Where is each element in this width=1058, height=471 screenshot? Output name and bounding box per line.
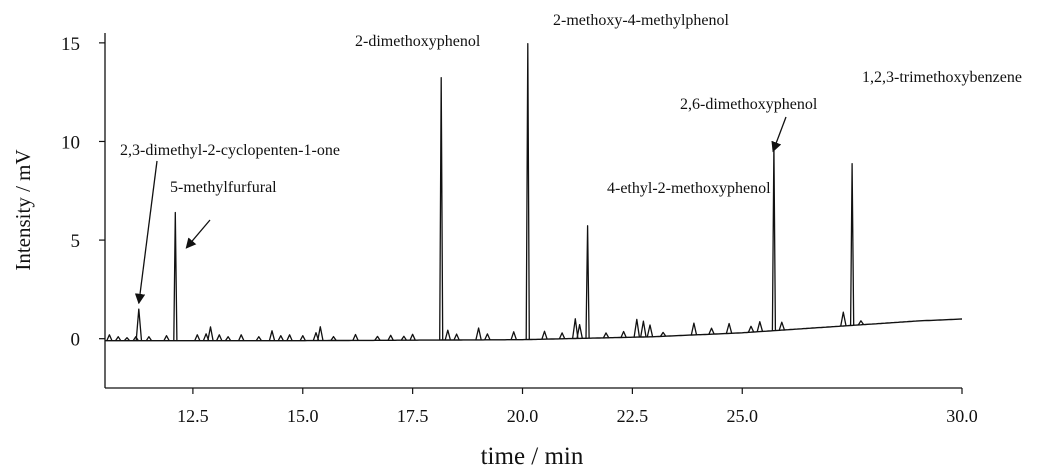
- axes: 12.5 15.0 17.5 20.0 22.5 25.0 30.0 0 5 10 15: [61, 33, 978, 426]
- peak-mark: [194, 334, 201, 341]
- y-tick-label: 15: [61, 34, 80, 55]
- peak-mark: [286, 334, 293, 341]
- x-tick-label: 12.5: [177, 406, 209, 426]
- peak-mark: [633, 318, 641, 338]
- peak-mark: [387, 334, 394, 341]
- peak-mark: [620, 330, 627, 338]
- x-axis-title: time / min: [481, 443, 584, 470]
- peak-mark: [268, 330, 276, 341]
- peak-mark: [585, 225, 590, 339]
- peak-mark: [444, 329, 452, 341]
- peak-mark: [330, 335, 337, 341]
- annotation-arrow: [185, 219, 211, 249]
- peak-mark: [299, 335, 306, 342]
- series-layer: [105, 43, 963, 342]
- peak-mark: [475, 327, 482, 341]
- peak-mark: [771, 144, 777, 331]
- peak-mark: [778, 321, 786, 331]
- peak-mark: [114, 336, 122, 342]
- peak-mark: [173, 211, 178, 341]
- peak-mark: [400, 335, 408, 341]
- peak-annotation-label: 1,2,3-trimethoxybenzene: [862, 69, 1022, 86]
- peak-mark: [510, 331, 518, 340]
- peak-mark: [725, 322, 733, 334]
- peak-mark: [123, 337, 131, 342]
- x-tick-label: 22.5: [617, 406, 649, 426]
- peak-mark: [571, 318, 579, 339]
- peak-mark: [439, 77, 444, 341]
- x-tick-label: 20.0: [507, 406, 539, 426]
- y-axis-title: Intensity / mV: [11, 149, 35, 270]
- peak-mark: [747, 325, 755, 333]
- peak-mark: [132, 336, 139, 342]
- peak-mark: [541, 330, 548, 340]
- peak-mark: [602, 332, 610, 339]
- peak-mark: [708, 327, 715, 335]
- x-tick-label: 15.0: [287, 406, 319, 426]
- peak-mark: [849, 163, 855, 326]
- peak-mark: [255, 336, 263, 342]
- peak-mark: [409, 333, 416, 341]
- peak-mark: [659, 331, 667, 337]
- peak-mark: [857, 320, 865, 326]
- peak-mark: [135, 308, 143, 341]
- peak-mark: [453, 333, 460, 341]
- peak-mark: [317, 326, 324, 341]
- peak-annotation-label: 5-methylfurfural: [170, 179, 277, 196]
- peak-mark: [484, 333, 491, 341]
- peak-mark: [224, 336, 232, 342]
- y-tick-label: 10: [61, 132, 80, 153]
- baseline-line: [105, 318, 963, 342]
- peak-annotation-label: 4-ethyl-2-methoxyphenol: [607, 180, 771, 197]
- peak-mark: [374, 335, 381, 341]
- peak-mark: [640, 320, 647, 338]
- peak-mark: [238, 334, 245, 341]
- x-tick-label: 25.0: [727, 406, 759, 426]
- peak-mark: [558, 332, 566, 340]
- y-tick-label: 5: [71, 231, 81, 252]
- x-tick-label: 30.0: [946, 406, 978, 426]
- peak-mark: [840, 311, 847, 327]
- peak-mark: [646, 324, 654, 338]
- peak-mark: [216, 334, 223, 341]
- peak-annotation-label: 2,6-dimethoxyphenol: [680, 96, 818, 113]
- annotation-arrow: [134, 160, 158, 305]
- peak-mark: [352, 333, 359, 341]
- peak-annotation-label: 2,3-dimethyl-2-cyclopenten-1-one: [120, 142, 340, 159]
- peak-mark: [207, 326, 214, 341]
- peak-annotation-label: 2-methoxy-4-methylphenol: [553, 12, 730, 29]
- annotation-layer: 2,3-dimethyl-2-cyclopenten-1-one 5-methyl…: [120, 12, 1022, 305]
- x-tick-label: 17.5: [397, 406, 429, 426]
- peak-annotation-label: 2-dimethoxyphenol: [355, 33, 481, 50]
- peak-mark: [106, 334, 113, 341]
- peak-mark: [145, 336, 153, 342]
- annotation-arrow: [771, 116, 787, 153]
- peak-mark: [690, 322, 698, 336]
- peak-mark: [163, 335, 170, 342]
- peak-mark: [756, 321, 764, 332]
- peak-mark: [576, 323, 583, 339]
- peak-mark: [277, 335, 284, 341]
- y-tick-label: 0: [71, 330, 81, 351]
- peak-mark: [525, 43, 530, 340]
